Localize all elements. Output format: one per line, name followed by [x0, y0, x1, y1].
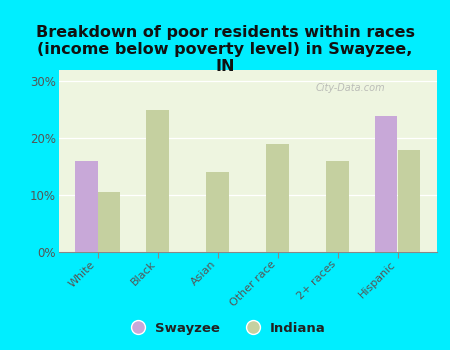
Legend: Swayzee, Indiana: Swayzee, Indiana [119, 316, 331, 340]
Bar [375, 116, 397, 252]
Bar [146, 110, 169, 252]
Bar [206, 173, 229, 252]
Bar [397, 150, 420, 252]
Text: City-Data.com: City-Data.com [315, 83, 385, 93]
Bar [326, 161, 349, 252]
Text: Breakdown of poor residents within races
(income below poverty level) in Swayzee: Breakdown of poor residents within races… [36, 25, 414, 74]
Bar [75, 161, 98, 252]
Bar [266, 144, 289, 252]
Bar [98, 192, 120, 252]
